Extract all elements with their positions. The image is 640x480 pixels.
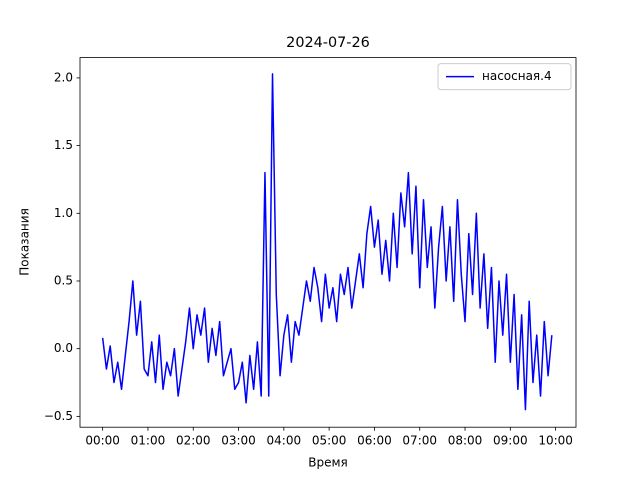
- x-tick-label: 07:00: [402, 434, 437, 448]
- data-line: [101, 73, 553, 411]
- x-tick-label: 02:00: [176, 434, 211, 448]
- y-tick-label: 2.0: [54, 70, 73, 84]
- x-tick-label: 01:00: [131, 434, 166, 448]
- x-tick-label: 03:00: [221, 434, 256, 448]
- y-tick-label: 1.0: [54, 206, 73, 220]
- legend-label: насосная.4: [482, 69, 552, 83]
- y-axis-label: Показания: [18, 208, 32, 276]
- x-tick-label: 00:00: [85, 434, 120, 448]
- y-tick-label: 0.0: [54, 341, 73, 355]
- y-tick-label: 0.5: [54, 273, 73, 287]
- x-tick-label: 05:00: [312, 434, 347, 448]
- x-tick-label: 08:00: [448, 434, 483, 448]
- legend-box: [437, 63, 572, 91]
- x-tick-label: 06:00: [357, 434, 392, 448]
- x-tick-label: 09:00: [493, 434, 528, 448]
- chart-title: 2024-07-26: [286, 35, 370, 51]
- x-axis-label: Время: [308, 456, 348, 470]
- y-tick-label: 1.5: [54, 138, 73, 152]
- y-tick-label: −0.5: [44, 409, 73, 423]
- x-tick-label: 10:00: [538, 434, 573, 448]
- x-tick-label: 04:00: [267, 434, 302, 448]
- plot-frame: [79, 57, 577, 428]
